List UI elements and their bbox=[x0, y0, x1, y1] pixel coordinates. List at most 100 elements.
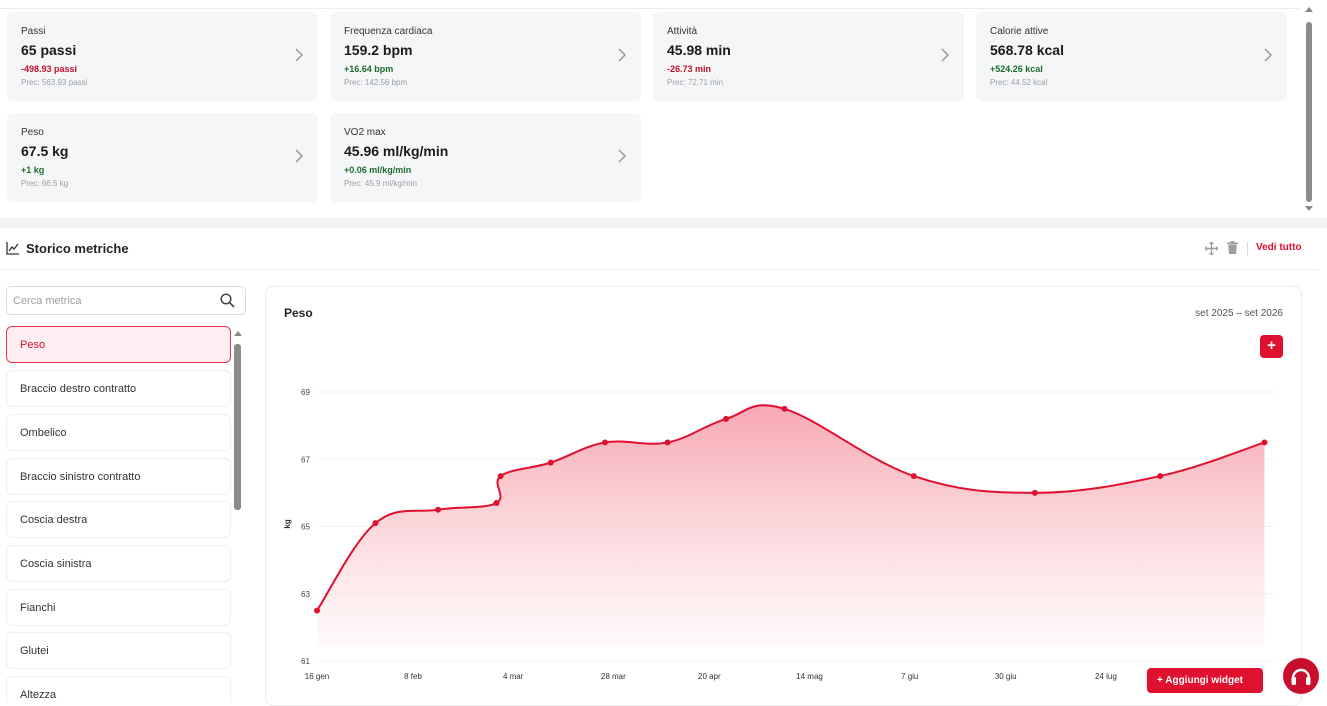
card-delta: +524.26 kcal bbox=[990, 64, 1043, 74]
data-point[interactable] bbox=[435, 506, 442, 513]
chart-line bbox=[316, 404, 1265, 612]
data-point[interactable] bbox=[547, 459, 554, 466]
metric-item-right-thigh[interactable]: Coscia destra bbox=[6, 501, 231, 538]
x-tick-label: 30 giu bbox=[995, 672, 1017, 681]
y-tick-label: 61 bbox=[301, 657, 310, 666]
x-tick-label: 20 apr bbox=[698, 672, 721, 681]
chart-date-range[interactable]: set 2025 – set 2026 bbox=[1195, 308, 1283, 319]
metric-item-left-arm-flexed[interactable]: Braccio sinistro contratto bbox=[6, 458, 231, 495]
section-title: Storico metriche bbox=[26, 241, 129, 256]
divider bbox=[1247, 242, 1248, 256]
card-previous: Prec: 66.5 kg bbox=[21, 179, 69, 188]
search-icon[interactable] bbox=[220, 293, 235, 308]
data-point[interactable] bbox=[1031, 489, 1038, 496]
y-tick-label: 65 bbox=[301, 523, 310, 532]
card-label: Peso bbox=[21, 127, 44, 138]
card-weight[interactable]: Peso 67.5 kg +1 kg Prec: 66.5 kg bbox=[7, 113, 318, 202]
chart-title: Peso bbox=[284, 306, 313, 320]
data-point[interactable] bbox=[372, 520, 379, 527]
metric-item-left-thigh[interactable]: Coscia sinistra bbox=[6, 545, 231, 582]
x-tick-label: 14 mag bbox=[796, 672, 823, 681]
scroll-up-icon[interactable] bbox=[1305, 6, 1313, 12]
summary-scrollbar[interactable] bbox=[1303, 6, 1315, 216]
card-value: 67.5 kg bbox=[21, 143, 69, 159]
see-all-link[interactable]: Vedi tutto bbox=[1256, 242, 1302, 253]
card-delta: +0.06 ml/kg/min bbox=[344, 165, 412, 175]
chevron-right-icon bbox=[295, 149, 304, 163]
scroll-up-icon[interactable] bbox=[234, 330, 242, 336]
card-heart-rate[interactable]: Frequenza cardiaca 159.2 bpm +16.64 bpm … bbox=[330, 12, 641, 101]
card-delta: +16.64 bpm bbox=[344, 64, 394, 74]
data-point[interactable] bbox=[1157, 473, 1164, 480]
x-tick-label: 16 gen bbox=[305, 672, 329, 681]
y-tick-label: 67 bbox=[301, 455, 310, 464]
headset-icon bbox=[1291, 668, 1311, 685]
divider bbox=[0, 8, 1300, 9]
scrollbar-thumb[interactable] bbox=[1306, 22, 1312, 202]
metric-item-peso[interactable]: Peso bbox=[6, 326, 231, 363]
move-icon[interactable] bbox=[1205, 242, 1218, 255]
card-delta: -498.93 passi bbox=[21, 64, 78, 74]
metric-item-height[interactable]: Altezza bbox=[6, 676, 231, 702]
card-steps[interactable]: Passi 65 passi -498.93 passi Prec: 563.9… bbox=[7, 12, 318, 101]
chevron-right-icon bbox=[618, 48, 627, 62]
metrics-history-header: Storico metriche Vedi tutto bbox=[0, 228, 1318, 270]
metric-item-hips[interactable]: Fianchi bbox=[6, 589, 231, 626]
x-tick-label: 28 mar bbox=[601, 672, 626, 681]
metric-item-right-arm-flexed[interactable]: Braccio destro contratto bbox=[6, 370, 231, 407]
card-delta: -26.73 min bbox=[667, 64, 712, 74]
chevron-right-icon bbox=[618, 149, 627, 163]
card-value: 568.78 kcal bbox=[990, 42, 1064, 58]
card-previous: Prec: 44.52 kcal bbox=[990, 78, 1048, 87]
data-point[interactable] bbox=[910, 473, 917, 480]
data-point[interactable] bbox=[781, 405, 788, 412]
line-chart-icon bbox=[6, 242, 19, 255]
support-button[interactable] bbox=[1283, 658, 1319, 694]
card-previous: Prec: 563.93 passi bbox=[21, 78, 88, 87]
chevron-right-icon bbox=[941, 48, 950, 62]
search-input[interactable] bbox=[13, 292, 213, 310]
data-point[interactable] bbox=[497, 473, 504, 480]
card-active-calories[interactable]: Calorie attive 568.78 kcal +524.26 kcal … bbox=[976, 12, 1287, 101]
metric-summary-area: Passi 65 passi -498.93 passi Prec: 563.9… bbox=[0, 0, 1318, 218]
weight-chart: 61 63 65 67 69 16 gen 8 feb 4 mar 28 mar 20 apr 1… bbox=[283, 388, 1275, 681]
x-tick-label: 4 mar bbox=[503, 672, 524, 681]
data-point[interactable] bbox=[602, 439, 608, 446]
chevron-right-icon bbox=[295, 48, 304, 62]
card-value: 45.96 ml/kg/min bbox=[344, 143, 449, 159]
y-tick-label: 63 bbox=[301, 590, 310, 599]
card-label: VO2 max bbox=[344, 127, 386, 138]
add-measurement-button[interactable]: + bbox=[1260, 335, 1283, 358]
card-previous: Prec: 72.71 min bbox=[667, 78, 724, 87]
card-label: Passi bbox=[21, 26, 46, 37]
chart-area-fill bbox=[317, 405, 1265, 646]
card-label: Frequenza cardiaca bbox=[344, 26, 433, 37]
metric-list-scrollbar[interactable] bbox=[233, 330, 243, 702]
trash-icon[interactable] bbox=[1227, 241, 1238, 254]
chevron-right-icon bbox=[1264, 48, 1273, 62]
card-label: Attività bbox=[667, 26, 698, 37]
metric-item-navel[interactable]: Ombelico bbox=[6, 414, 231, 451]
metric-item-glutes[interactable]: Glutei bbox=[6, 632, 231, 669]
data-point[interactable] bbox=[493, 499, 500, 506]
data-point[interactable] bbox=[723, 415, 730, 422]
scrollbar-thumb[interactable] bbox=[234, 344, 241, 510]
y-axis-label: kg bbox=[283, 519, 292, 528]
x-tick-label: 8 feb bbox=[404, 672, 422, 681]
data-point[interactable] bbox=[314, 607, 320, 614]
metric-search[interactable] bbox=[6, 286, 246, 315]
add-widget-button[interactable]: + Aggiungi widget bbox=[1147, 668, 1263, 693]
card-previous: Prec: 142.56 bpm bbox=[344, 78, 408, 87]
x-tick-label: 7 giu bbox=[901, 672, 918, 681]
scroll-down-icon[interactable] bbox=[1305, 206, 1313, 212]
card-value: 45.98 min bbox=[667, 42, 731, 58]
card-activity[interactable]: Attività 45.98 min -26.73 min Prec: 72.7… bbox=[653, 12, 964, 101]
card-value: 65 passi bbox=[21, 42, 77, 58]
card-vo2max[interactable]: VO2 max 45.96 ml/kg/min +0.06 ml/kg/min … bbox=[330, 113, 641, 202]
x-tick-label: 24 lug bbox=[1095, 672, 1117, 681]
data-point[interactable] bbox=[664, 439, 671, 446]
card-previous: Prec: 45.9 ml/kg/min bbox=[344, 179, 417, 188]
metric-list: Peso Braccio destro contratto Ombelico B… bbox=[6, 326, 232, 702]
data-point[interactable] bbox=[1261, 439, 1268, 446]
y-tick-label: 69 bbox=[301, 388, 310, 397]
